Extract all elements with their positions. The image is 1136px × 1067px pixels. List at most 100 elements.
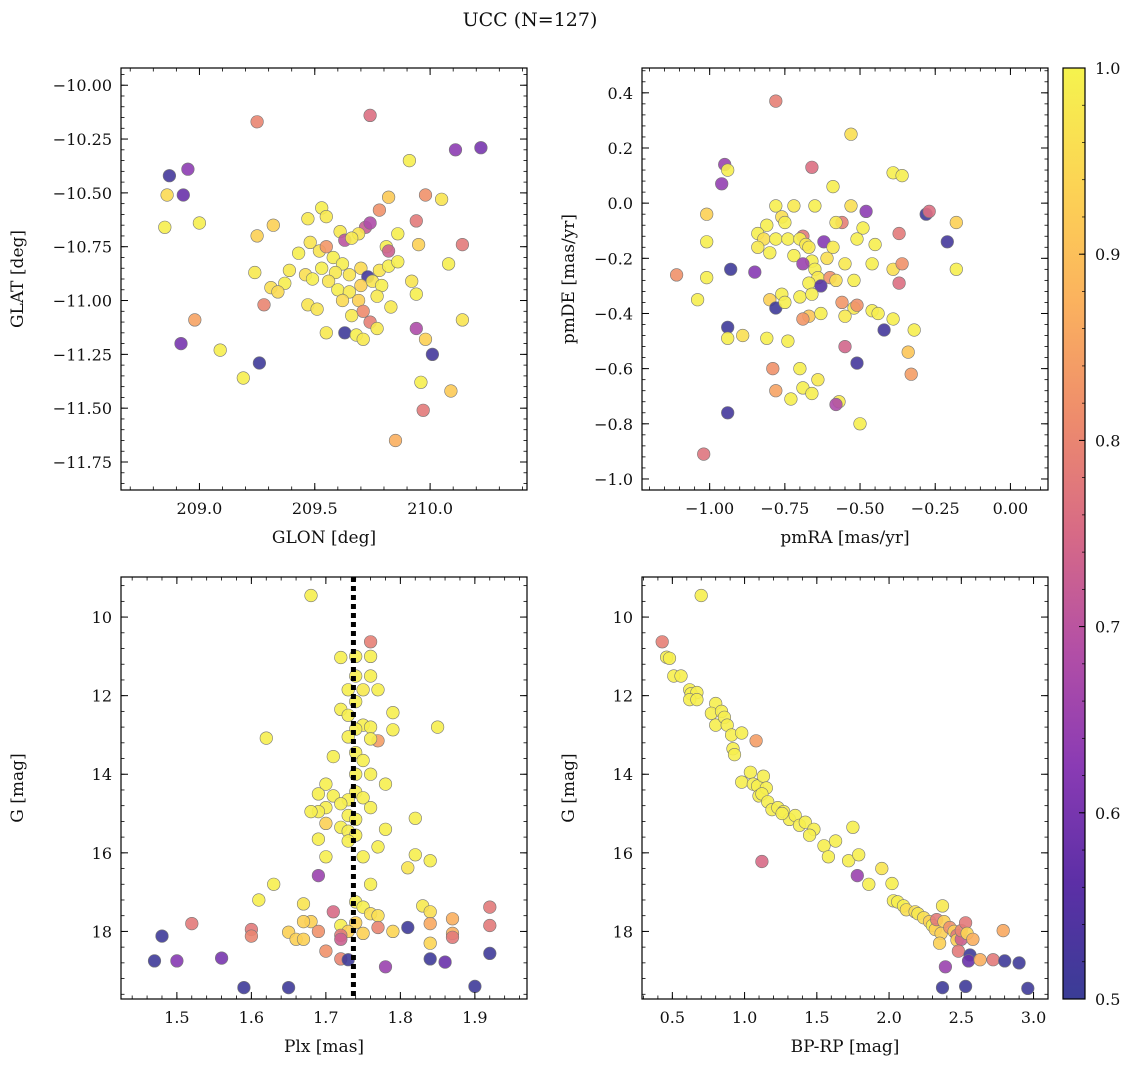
- y-tick-label: 14: [92, 765, 112, 784]
- data-point: [1021, 981, 1035, 996]
- data-point: [756, 769, 771, 783]
- x-tick-label: 210.0: [407, 499, 453, 518]
- data-point: [841, 854, 856, 868]
- panels: 209.0 209.5 210.0 −10.00 −10.25 −10.50 −10.75 −…: [8, 67, 1049, 1057]
- data-point: [721, 331, 735, 345]
- data-point: [391, 255, 405, 269]
- data-point: [793, 362, 807, 376]
- data-point: [743, 765, 758, 779]
- data-point: [311, 924, 326, 939]
- data-point: [474, 141, 488, 155]
- data-point: [431, 720, 445, 734]
- y-tick-label: 14: [613, 765, 633, 784]
- data-point: [364, 877, 378, 891]
- colorbar: 0.5 0.6 0.7 0.8 0.9 1.0: [1062, 59, 1120, 1009]
- data-point: [811, 373, 825, 387]
- data-point: [700, 271, 714, 285]
- data-point: [250, 115, 264, 129]
- y-tick-label: −11.75: [53, 453, 112, 472]
- y-tick-label: 16: [92, 844, 112, 863]
- data-point: [418, 188, 433, 202]
- data-point: [886, 312, 900, 326]
- panel-glon-glat: 209.0 209.5 210.0 −10.00 −10.25 −10.50 −10.75 −…: [8, 67, 528, 548]
- data-point: [423, 916, 437, 931]
- data-point: [655, 635, 669, 649]
- data-point: [844, 199, 858, 213]
- data-point: [378, 822, 393, 836]
- y-tick-label: 10: [613, 608, 633, 627]
- data-point: [354, 278, 368, 293]
- data-point: [326, 905, 340, 919]
- data-point: [282, 263, 297, 278]
- x-tick-label: 0.5: [660, 1008, 685, 1027]
- data-point: [763, 246, 777, 260]
- data-point: [847, 273, 861, 288]
- y-tick-label: −11.25: [53, 345, 112, 364]
- data-point: [895, 169, 909, 183]
- data-point: [311, 787, 326, 801]
- figure-title: UCC (N=127): [463, 9, 598, 31]
- data-point: [751, 240, 765, 254]
- data-point: [829, 273, 843, 288]
- data-point: [724, 262, 738, 276]
- data-point: [356, 791, 370, 805]
- y-tick-label: −10.25: [53, 130, 112, 149]
- data-point: [820, 251, 834, 265]
- data-point: [865, 257, 879, 271]
- data-point: [155, 929, 169, 943]
- data-point: [328, 265, 343, 280]
- data-point: [781, 232, 795, 246]
- points-pm: [669, 94, 963, 461]
- data-point: [455, 238, 470, 252]
- data-point: [319, 210, 333, 224]
- data-point: [998, 954, 1012, 968]
- data-point: [769, 384, 783, 398]
- data-point: [483, 946, 497, 961]
- data-point: [875, 861, 889, 876]
- x-axis-label: pmRA [mas/yr]: [780, 528, 909, 548]
- data-point: [778, 295, 792, 310]
- colorbar-tick-label: 1.0: [1095, 59, 1120, 78]
- data-point: [802, 240, 816, 254]
- data-point: [736, 328, 750, 343]
- data-point: [973, 953, 987, 967]
- data-point: [856, 221, 870, 235]
- points-cmd: [655, 588, 1035, 996]
- data-point: [364, 767, 378, 781]
- y-tick-label: 16: [613, 844, 633, 863]
- data-point: [838, 340, 852, 354]
- data-point: [781, 334, 795, 348]
- x-axis-label: Plx [mas]: [284, 1037, 364, 1057]
- data-point: [892, 276, 906, 290]
- data-point: [303, 235, 317, 249]
- data-point: [345, 231, 359, 245]
- data-point: [892, 226, 906, 241]
- data-point: [378, 777, 393, 791]
- data-point: [335, 257, 350, 271]
- data-point: [850, 232, 864, 246]
- data-point: [364, 649, 378, 664]
- data-point: [364, 669, 378, 683]
- data-point: [423, 936, 437, 950]
- data-point: [371, 840, 385, 854]
- data-point: [826, 180, 840, 194]
- data-point: [252, 893, 266, 907]
- x-tick-label: 1.7: [313, 1008, 338, 1027]
- data-point: [305, 272, 320, 286]
- data-point: [425, 347, 440, 362]
- data-point: [694, 588, 708, 603]
- data-point: [769, 232, 783, 246]
- data-point: [409, 321, 423, 336]
- y-tick-label: 12: [613, 687, 633, 706]
- x-axis-label: BP-RP [mag]: [791, 1037, 900, 1057]
- data-point: [483, 900, 497, 914]
- x-tick-label: 2.0: [876, 1008, 901, 1027]
- colorbar-tick-label: 0.6: [1095, 804, 1120, 823]
- y-tick-label: −10.50: [53, 184, 112, 203]
- data-point: [796, 257, 810, 271]
- data-point: [401, 861, 415, 875]
- x-tick-label: 1.5: [804, 1008, 829, 1027]
- data-point: [322, 274, 336, 288]
- data-point: [444, 384, 458, 398]
- colorbar-tick-label: 0.9: [1095, 245, 1120, 264]
